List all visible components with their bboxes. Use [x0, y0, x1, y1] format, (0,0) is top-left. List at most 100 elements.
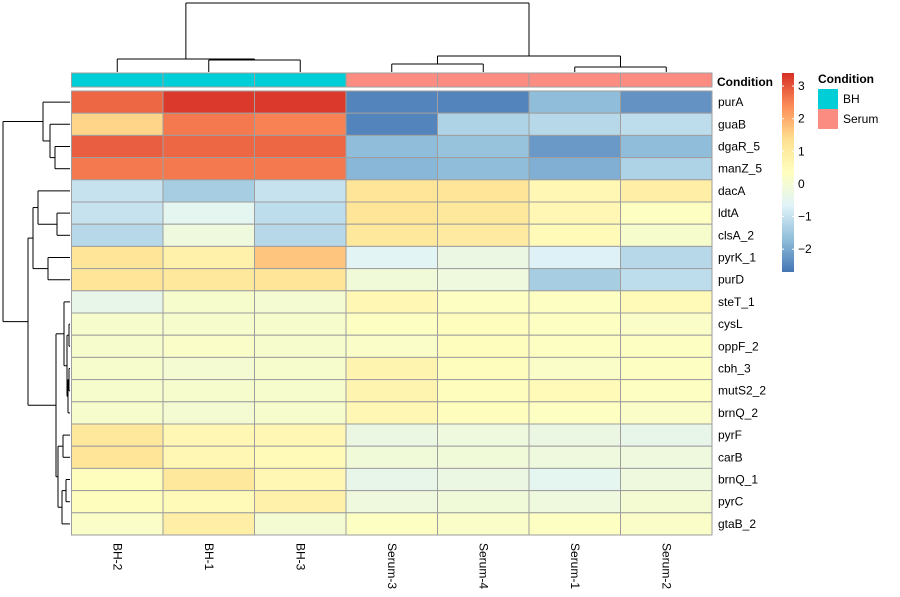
- heatmap-cell: [254, 490, 347, 514]
- heatmap-cell: [345, 268, 438, 292]
- heatmap-cell: [162, 179, 255, 203]
- color-scale-tick: 0: [798, 177, 805, 191]
- heatmap-cell: [528, 290, 621, 314]
- heatmap-cell: [254, 445, 347, 469]
- heatmap-cell: [254, 379, 347, 403]
- heatmap-cell: [71, 334, 164, 358]
- heatmap-cell: [620, 445, 713, 469]
- row-label: cbh_3: [718, 362, 751, 376]
- color-scale-bar: [782, 73, 794, 272]
- heatmap-cell: [528, 201, 621, 225]
- legend-swatch: [818, 109, 838, 129]
- heatmap-cell: [437, 245, 530, 270]
- column-label: Serum-2: [659, 543, 673, 589]
- heatmap-cell: [528, 334, 621, 358]
- heatmap-cell: [437, 290, 530, 314]
- heatmap-cell: [71, 90, 164, 114]
- heatmap-cell: [437, 401, 530, 425]
- heatmap-cell: [254, 423, 347, 447]
- row-labels: purA guaB dgaR_5 manZ_5 dacA ldtA clsA_2 pyrK_1…: [718, 95, 766, 531]
- heatmap-cell: [162, 445, 255, 469]
- heatmap-cell: [345, 445, 438, 469]
- row-label: oppF_2: [718, 339, 759, 353]
- heatmap-cell: [620, 379, 713, 403]
- heatmap-cell: [528, 223, 621, 247]
- heatmap-cell: [528, 268, 621, 292]
- heatmap-cell: [254, 134, 347, 159]
- heatmap-cell: [437, 467, 530, 492]
- heatmap-cell: [620, 490, 713, 514]
- heatmap-cell: [620, 112, 713, 136]
- heatmap-cell: [71, 423, 164, 447]
- row-label: gtaB_2: [718, 517, 756, 531]
- heatmap-cell: [620, 268, 713, 292]
- heatmap-cell: [620, 179, 713, 203]
- heatmap-cell: [71, 379, 164, 403]
- heatmap-cell: [345, 223, 438, 247]
- row-label: steT_1: [718, 295, 755, 309]
- heatmap-cell: [71, 512, 164, 536]
- row-label: clsA_2: [718, 228, 754, 242]
- heatmap-cell: [345, 401, 438, 425]
- heatmap-cell: [162, 112, 255, 136]
- heatmap-cell: [620, 356, 713, 381]
- annotation-cell: [620, 72, 713, 88]
- heatmap-cell: [345, 490, 438, 514]
- heatmap-cell: [620, 467, 713, 492]
- heatmap-cell: [71, 157, 164, 181]
- heatmap-cell: [528, 112, 621, 136]
- heatmap-cells: [71, 90, 713, 536]
- heatmap-cell: [437, 445, 530, 469]
- heatmap-cell: [528, 423, 621, 447]
- heatmap-cell: [437, 179, 530, 203]
- heatmap-cell: [528, 157, 621, 181]
- column-label: BH-3: [293, 543, 307, 571]
- heatmap-cell: [437, 490, 530, 514]
- annotation-cell: [162, 72, 255, 88]
- heatmap-cell: [345, 179, 438, 203]
- color-scale-tick: 1: [798, 144, 805, 158]
- heatmap-cell: [437, 312, 530, 336]
- column-dendrogram: [116, 2, 667, 72]
- annotation-cell: [437, 72, 530, 88]
- heatmap-cell: [162, 401, 255, 425]
- row-label: pyrC: [718, 495, 744, 509]
- condition-legend-title: Condition: [818, 72, 874, 86]
- heatmap-cell: [71, 112, 164, 136]
- row-label: dgaR_5: [718, 140, 760, 154]
- heatmap-cell: [528, 445, 621, 469]
- heatmap-cell: [254, 112, 347, 136]
- row-label: pyrF: [718, 428, 742, 442]
- heatmap-cell: [162, 334, 255, 358]
- row-label: mutS2_2: [718, 384, 766, 398]
- heatmap-cell: [254, 201, 347, 225]
- heatmap-cell: [620, 134, 713, 159]
- heatmap-cell: [71, 268, 164, 292]
- heatmap-cell: [620, 90, 713, 114]
- heatmap-cell: [620, 245, 713, 270]
- heatmap-cell: [162, 157, 255, 181]
- heatmap-cell: [254, 290, 347, 314]
- heatmap-cell: [162, 223, 255, 247]
- legend-swatch: [818, 89, 838, 109]
- heatmap-cell: [620, 157, 713, 181]
- heatmap-cell: [162, 90, 255, 114]
- heatmap-cell: [71, 467, 164, 492]
- heatmap-cell: [437, 334, 530, 358]
- heatmap-cell: [71, 290, 164, 314]
- annotation-title: Condition: [717, 75, 773, 89]
- condition-legend: Condition BH Serum: [818, 72, 878, 129]
- heatmap-cell: [254, 312, 347, 336]
- heatmap-cell: [345, 245, 438, 270]
- heatmap-cell: [528, 512, 621, 536]
- heatmap-cell: [71, 401, 164, 425]
- row-label: pyrK_1: [718, 251, 756, 265]
- row-dendrogram: [2, 101, 70, 525]
- heatmap-cell: [162, 134, 255, 159]
- heatmap-cell: [620, 201, 713, 225]
- heatmap-cell: [345, 157, 438, 181]
- heatmap-cell: [528, 134, 621, 159]
- heatmap-cell: [71, 490, 164, 514]
- column-labels: BH-2 BH-1 BH-3 Serum-3 Serum-4 Serum-1 Serum-2: [110, 543, 673, 589]
